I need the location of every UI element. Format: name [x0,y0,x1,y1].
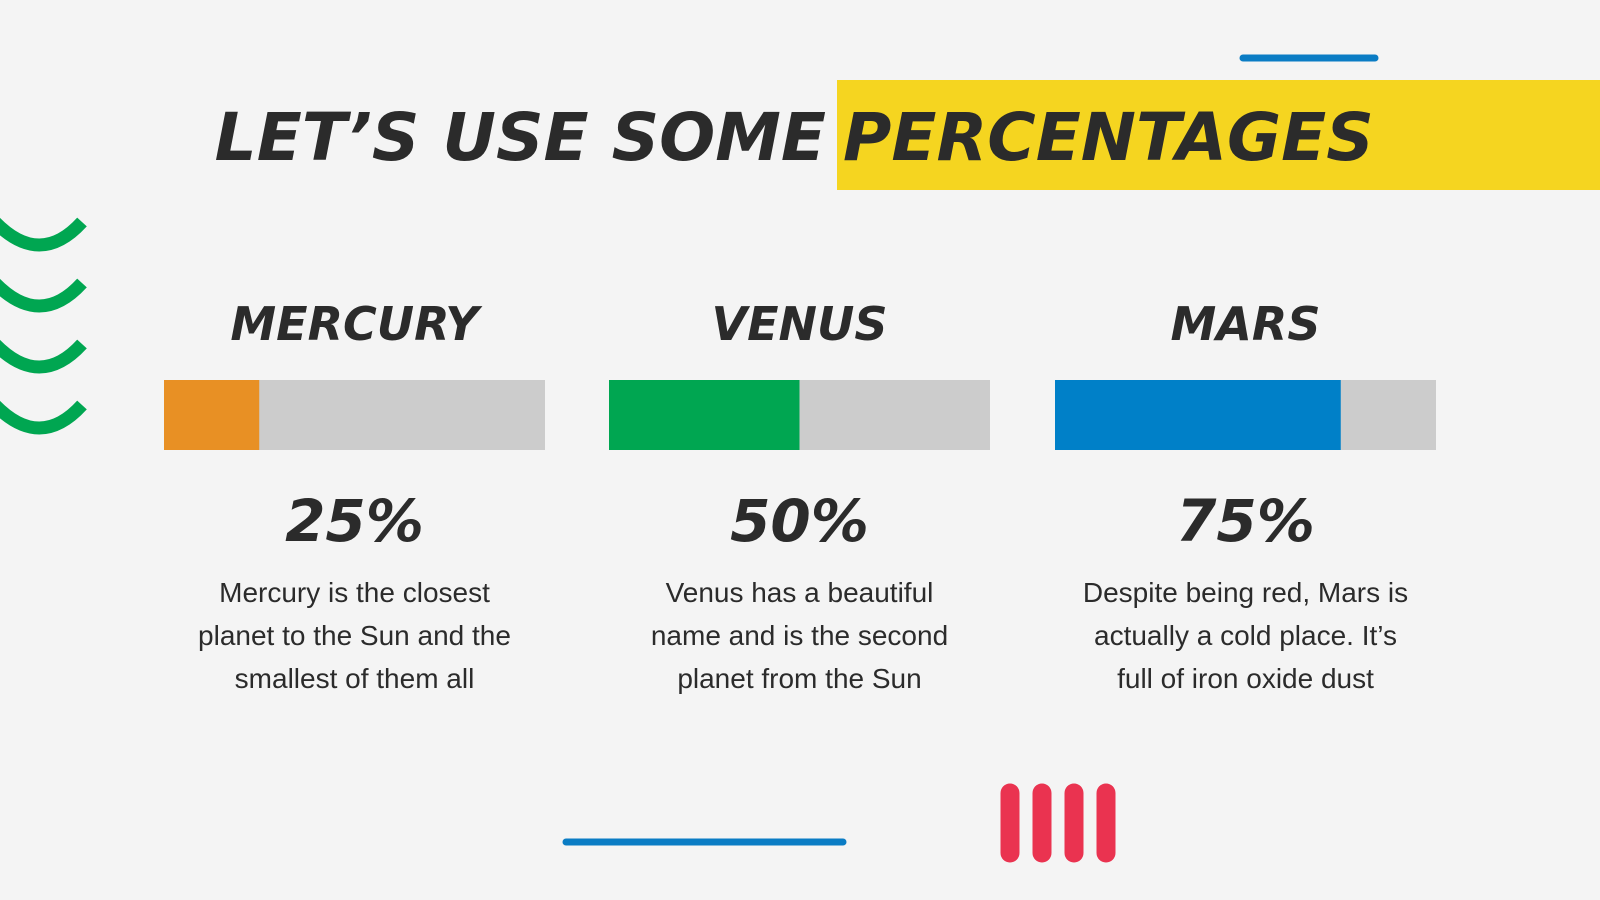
description: smallest of them all [235,663,475,694]
title-highlight: PERCENTAGES [843,99,1374,176]
decor-waves [0,217,87,435]
title-highlight-box [837,80,1600,190]
description: Mercury is the closest [219,577,490,608]
planet-name: MERCURY [230,297,483,351]
title: LET’S USE SOME [215,99,826,176]
description: full of iron oxide dust [1117,663,1374,694]
planet-name: VENUS [711,297,887,351]
decor-stripes [1000,783,1116,863]
percentage: 75% [1176,487,1315,555]
description: Despite being red, Mars is [1083,577,1408,608]
bar [164,380,260,450]
description: actually a cold place. It’s [1094,620,1397,651]
percentage: 25% [285,487,424,555]
bar [609,380,800,450]
description: Venus has a beautiful [666,577,934,608]
description: name and is the second [651,620,948,651]
description: planet from the Sun [677,663,921,694]
bar [1055,380,1341,450]
planet-name: MARS [1171,297,1321,351]
description: planet to the Sun and the [198,620,511,651]
percentage: 50% [730,487,869,555]
